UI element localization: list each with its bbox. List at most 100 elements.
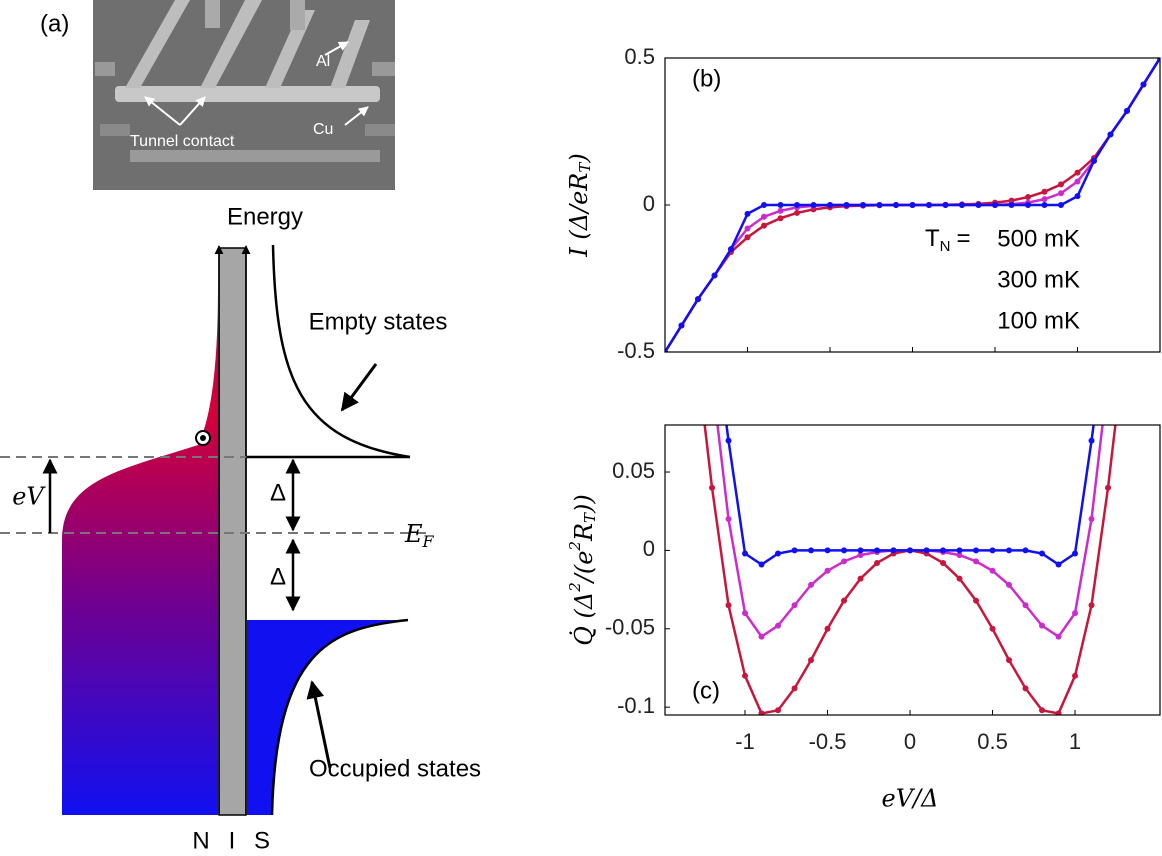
data-point [1122, 156, 1128, 162]
data-point [1006, 581, 1013, 588]
data-point [777, 207, 784, 214]
data-point [989, 567, 996, 574]
data-point [709, 375, 715, 381]
data-point [1122, 234, 1128, 240]
data-point [742, 610, 749, 617]
legend-entry: 100 mK [997, 307, 1080, 334]
y-tick-label: -0.05 [605, 615, 655, 640]
data-point [876, 202, 883, 208]
data-point [775, 622, 782, 629]
data-point [926, 202, 932, 208]
data-point [824, 567, 831, 574]
data-point [973, 597, 980, 604]
data-point [874, 559, 881, 566]
y-axis-label: I (Δ/eRT) [565, 153, 595, 258]
data-point [909, 202, 916, 208]
data-point [1105, 312, 1111, 318]
data-point [665, 349, 668, 352]
data-point [761, 202, 767, 208]
data-point [794, 209, 800, 216]
x-tick-label: 0 [904, 729, 916, 754]
fermi-label: EF [404, 520, 435, 551]
x-tick-label: 1 [1069, 729, 1081, 754]
data-point [1122, 344, 1128, 350]
data-point [1105, 375, 1111, 381]
data-point [791, 602, 798, 609]
data-point [1107, 131, 1114, 138]
data-point [973, 547, 980, 554]
data-point [1058, 190, 1064, 197]
panel-label: (c) [692, 677, 720, 704]
data-point [824, 547, 831, 554]
data-point [695, 296, 701, 303]
data-point [725, 602, 732, 609]
panel-label: (b) [692, 65, 721, 92]
data-point [956, 547, 963, 554]
data-point [841, 597, 848, 604]
data-point [940, 547, 947, 554]
data-point [1041, 188, 1048, 195]
panel-label: (a) [40, 10, 69, 37]
data-point [1157, 58, 1160, 61]
data-point [1055, 561, 1062, 568]
data-point [992, 202, 998, 208]
data-point [940, 559, 947, 566]
legend-title: TN = [925, 225, 971, 255]
data-point [775, 707, 782, 714]
data-point [758, 633, 765, 640]
data-point [761, 222, 767, 229]
data-point [1072, 610, 1079, 617]
axis-label: Energy [227, 203, 303, 230]
data-point [989, 547, 996, 554]
x-axis-label: eV/Δ [882, 785, 939, 813]
data-point [1006, 657, 1013, 664]
x-tick-label: -0.5 [809, 729, 847, 754]
data-point [728, 246, 734, 253]
data-point [693, 156, 699, 162]
data-point [1025, 194, 1031, 201]
series-line [716, 425, 1104, 639]
data-point [725, 516, 732, 523]
sem-label: Al [316, 53, 330, 70]
region-label: Occupied states [309, 755, 481, 782]
data-point [857, 575, 864, 582]
bias-label: eV [12, 483, 46, 511]
data-point [1039, 550, 1046, 557]
data-point [1008, 202, 1015, 208]
data-point [1022, 602, 1029, 609]
sem-image [93, 0, 395, 190]
data-point [1058, 202, 1064, 208]
axes-frame [664, 424, 1161, 716]
data-point [1039, 622, 1046, 629]
data-point [693, 234, 699, 240]
data-point [1088, 602, 1095, 609]
data-point [777, 202, 784, 208]
data-point [942, 202, 949, 208]
data-point [975, 202, 982, 208]
data-point [841, 547, 848, 554]
data-point [857, 552, 864, 559]
y-tick-label: 0.05 [612, 458, 655, 483]
legend-entry: 500 mK [997, 225, 1080, 252]
data-point [1039, 707, 1046, 714]
data-point [893, 202, 899, 208]
data-point [678, 322, 685, 329]
data-point [777, 215, 784, 222]
data-point [1058, 181, 1064, 188]
data-point [923, 547, 930, 554]
y-tick-label: 0.5 [624, 44, 655, 69]
data-point [744, 210, 751, 217]
data-point [1072, 672, 1079, 679]
data-point [709, 312, 715, 318]
data-point [808, 581, 815, 588]
region-label: I [229, 827, 236, 854]
data-point [843, 202, 850, 208]
data-point [693, 344, 699, 350]
data-point [744, 225, 751, 232]
data-point [841, 558, 848, 565]
y-tick-label: -0.1 [617, 693, 655, 718]
data-point [1124, 107, 1130, 114]
data-point [1022, 685, 1029, 692]
data-point [1055, 710, 1062, 715]
data-point [1140, 81, 1147, 88]
